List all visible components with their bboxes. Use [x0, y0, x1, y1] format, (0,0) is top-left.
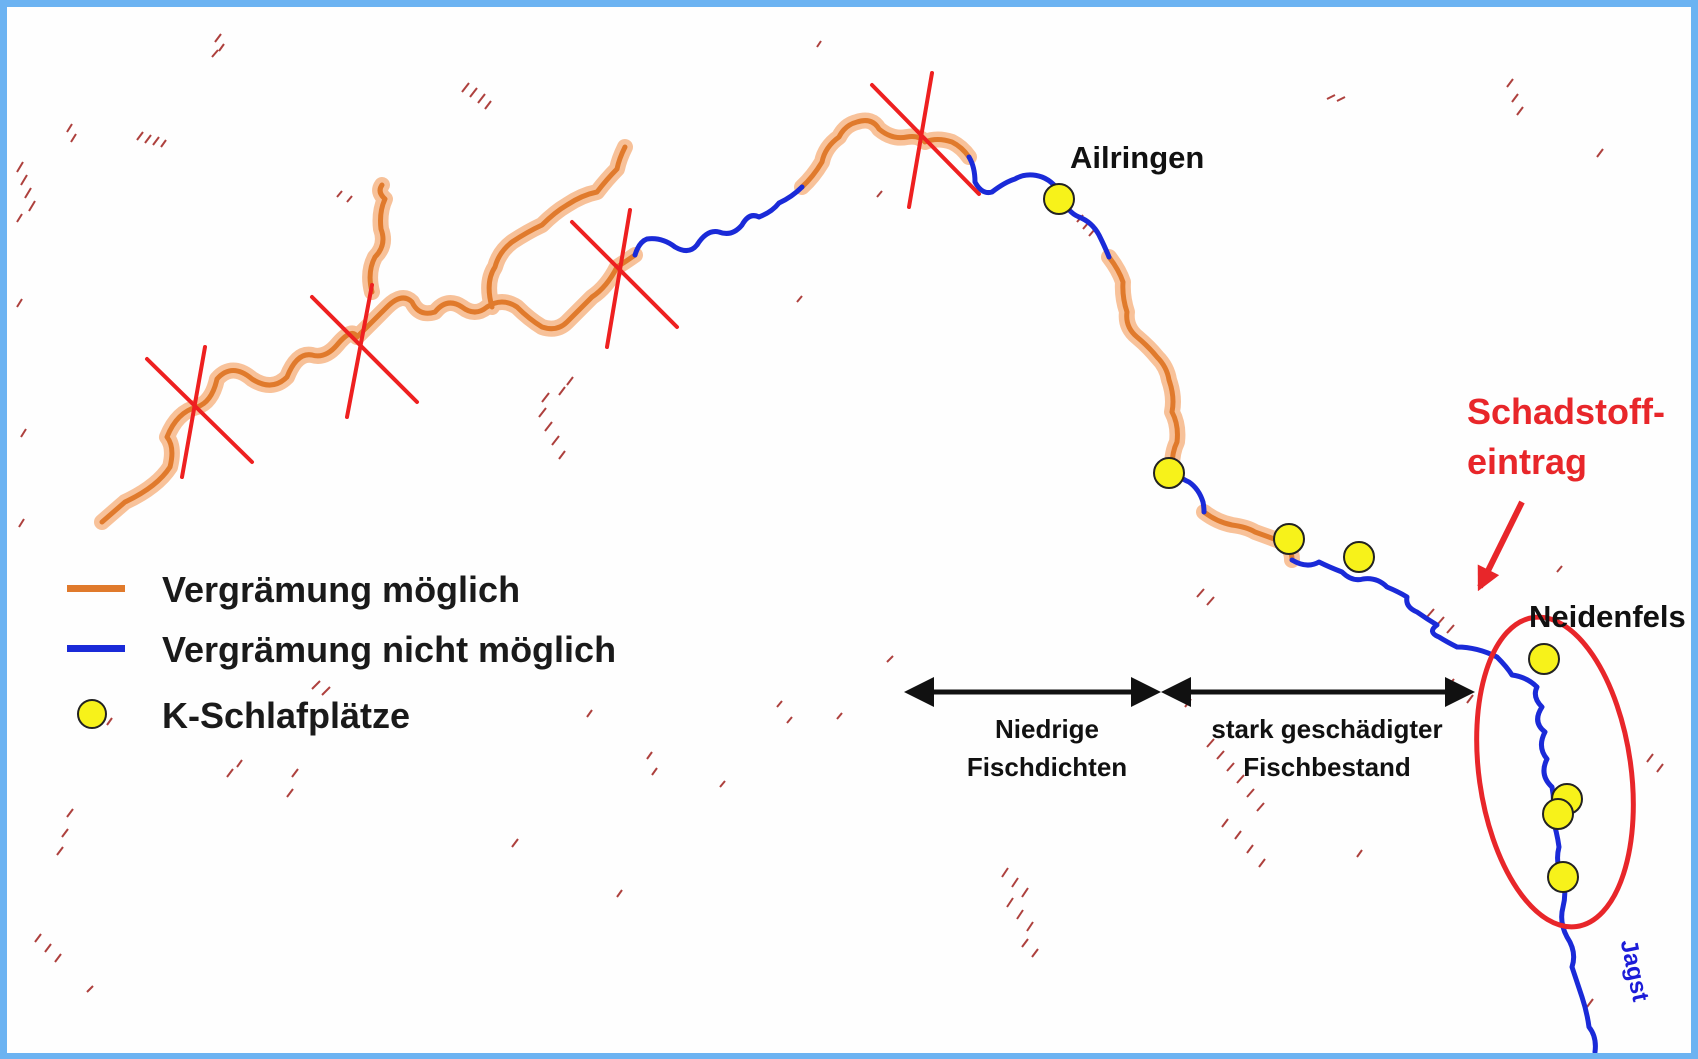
pollution-arrow: [1477, 500, 1525, 592]
section-low-line2: Fischdichten: [966, 752, 1128, 782]
legend-label-roosts: K-Schlafplätze: [162, 695, 411, 736]
river-map: [16, 33, 1664, 1053]
roost-2: [1153, 457, 1185, 489]
terrain-hatching: [16, 33, 1664, 1008]
section-label-low: Niedrige Fischdichten: [947, 710, 1147, 786]
section-damaged-line2: Fischbestand: [1243, 752, 1411, 782]
roost-7: [1542, 798, 1574, 830]
pollution-line2: eintrag: [1467, 441, 1588, 482]
legend-orange-line-icon: [67, 585, 125, 592]
blocked-crosses: [145, 71, 981, 479]
cross-2: [310, 283, 419, 419]
cross-3: [570, 208, 679, 349]
cross-4: [870, 71, 981, 209]
roost-neidenfels: [1528, 643, 1560, 675]
section-damaged-line1: stark geschädigter: [1211, 714, 1443, 744]
place-label-neidenfels: Neidenfels: [1529, 599, 1686, 634]
legend-label-possible: Vergrämung möglich: [162, 569, 521, 610]
legend-yellow-dot-icon: [77, 699, 107, 729]
roost-3: [1273, 523, 1305, 555]
roost-4: [1343, 541, 1375, 573]
legend-blue-line-icon: [67, 645, 125, 652]
roosts: [1043, 183, 1583, 893]
pollution-label: Schadstoff- eintrag: [1467, 387, 1665, 487]
pollution-ellipse: [1474, 614, 1636, 930]
section-label-damaged: stark geschädigter Fischbestand: [1187, 710, 1467, 786]
roost-8: [1547, 861, 1579, 893]
place-label-ailringen: Ailringen: [1070, 140, 1205, 175]
river-possible: [94, 112, 1300, 568]
legend-label-not-possible: Vergrämung nicht möglich: [162, 629, 617, 670]
roost-ailringen: [1043, 183, 1075, 215]
cross-1: [145, 345, 254, 479]
pollution-line1: Schadstoff-: [1467, 391, 1665, 432]
section-low-line1: Niedrige: [994, 714, 1100, 744]
